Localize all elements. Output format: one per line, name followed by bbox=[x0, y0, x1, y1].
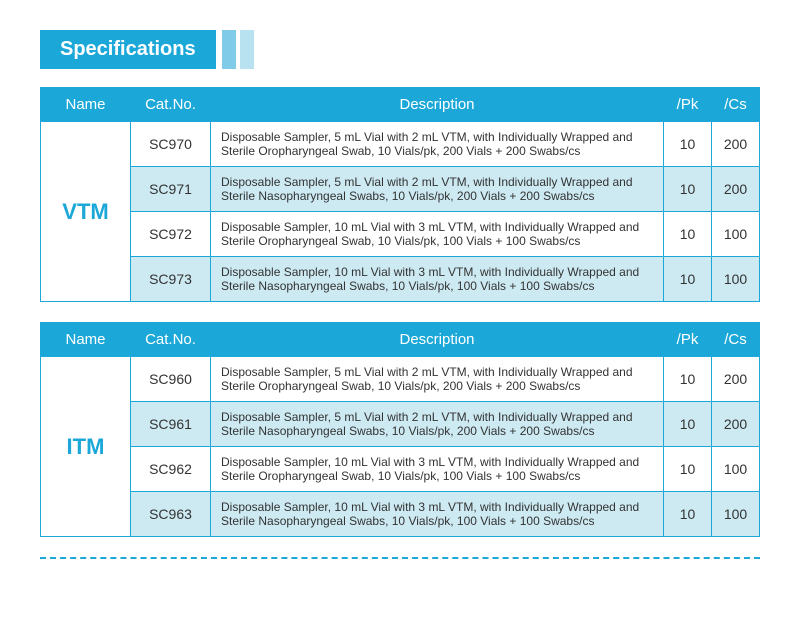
cs-cell: 100 bbox=[712, 257, 760, 302]
header: Specifications bbox=[40, 30, 760, 69]
cat-cell: SC963 bbox=[131, 492, 211, 537]
cat-cell: SC970 bbox=[131, 122, 211, 167]
table-row: SC963 Disposable Sampler, 10 mL Vial wit… bbox=[41, 492, 760, 537]
desc-cell: Disposable Sampler, 5 mL Vial with 2 mL … bbox=[211, 122, 664, 167]
desc-cell: Disposable Sampler, 10 mL Vial with 3 mL… bbox=[211, 257, 664, 302]
desc-cell: Disposable Sampler, 5 mL Vial with 2 mL … bbox=[211, 167, 664, 212]
cat-cell: SC961 bbox=[131, 402, 211, 447]
cat-cell: SC972 bbox=[131, 212, 211, 257]
col-header-pk: /Pk bbox=[664, 88, 712, 122]
table-row: SC972 Disposable Sampler, 10 mL Vial wit… bbox=[41, 212, 760, 257]
cs-cell: 100 bbox=[712, 492, 760, 537]
header-decor-bars bbox=[222, 30, 258, 69]
col-header-pk: /Pk bbox=[664, 323, 712, 357]
cat-cell: SC971 bbox=[131, 167, 211, 212]
pk-cell: 10 bbox=[664, 257, 712, 302]
pk-cell: 10 bbox=[664, 492, 712, 537]
cs-cell: 100 bbox=[712, 212, 760, 257]
pk-cell: 10 bbox=[664, 167, 712, 212]
pk-cell: 10 bbox=[664, 402, 712, 447]
cat-cell: SC962 bbox=[131, 447, 211, 492]
col-header-name: Name bbox=[41, 88, 131, 122]
desc-cell: Disposable Sampler, 5 mL Vial with 2 mL … bbox=[211, 357, 664, 402]
spec-table-itm: Name Cat.No. Description /Pk /Cs ITM SC9… bbox=[40, 322, 760, 537]
decor-bar bbox=[240, 30, 254, 69]
cs-cell: 200 bbox=[712, 357, 760, 402]
desc-cell: Disposable Sampler, 10 mL Vial with 3 mL… bbox=[211, 212, 664, 257]
pk-cell: 10 bbox=[664, 447, 712, 492]
pk-cell: 10 bbox=[664, 122, 712, 167]
col-header-cs: /Cs bbox=[712, 88, 760, 122]
table-row: SC973 Disposable Sampler, 10 mL Vial wit… bbox=[41, 257, 760, 302]
spec-table-vtm: Name Cat.No. Description /Pk /Cs VTM SC9… bbox=[40, 87, 760, 302]
col-header-cs: /Cs bbox=[712, 323, 760, 357]
table-row: SC962 Disposable Sampler, 10 mL Vial wit… bbox=[41, 447, 760, 492]
group-name-cell: VTM bbox=[41, 122, 131, 302]
pk-cell: 10 bbox=[664, 357, 712, 402]
cat-cell: SC960 bbox=[131, 357, 211, 402]
col-header-desc: Description bbox=[211, 88, 664, 122]
divider-dashed bbox=[40, 557, 760, 559]
cs-cell: 100 bbox=[712, 447, 760, 492]
col-header-cat: Cat.No. bbox=[131, 323, 211, 357]
col-header-name: Name bbox=[41, 323, 131, 357]
cs-cell: 200 bbox=[712, 402, 760, 447]
desc-cell: Disposable Sampler, 10 mL Vial with 3 mL… bbox=[211, 447, 664, 492]
table-row: VTM SC970 Disposable Sampler, 5 mL Vial … bbox=[41, 122, 760, 167]
group-name-cell: ITM bbox=[41, 357, 131, 537]
cat-cell: SC973 bbox=[131, 257, 211, 302]
cs-cell: 200 bbox=[712, 167, 760, 212]
page-title: Specifications bbox=[40, 30, 216, 69]
table-row: SC971 Disposable Sampler, 5 mL Vial with… bbox=[41, 167, 760, 212]
table-row: SC961 Disposable Sampler, 5 mL Vial with… bbox=[41, 402, 760, 447]
cs-cell: 200 bbox=[712, 122, 760, 167]
desc-cell: Disposable Sampler, 10 mL Vial with 3 mL… bbox=[211, 492, 664, 537]
pk-cell: 10 bbox=[664, 212, 712, 257]
table-row: ITM SC960 Disposable Sampler, 5 mL Vial … bbox=[41, 357, 760, 402]
col-header-cat: Cat.No. bbox=[131, 88, 211, 122]
decor-bar bbox=[222, 30, 236, 69]
col-header-desc: Description bbox=[211, 323, 664, 357]
desc-cell: Disposable Sampler, 5 mL Vial with 2 mL … bbox=[211, 402, 664, 447]
